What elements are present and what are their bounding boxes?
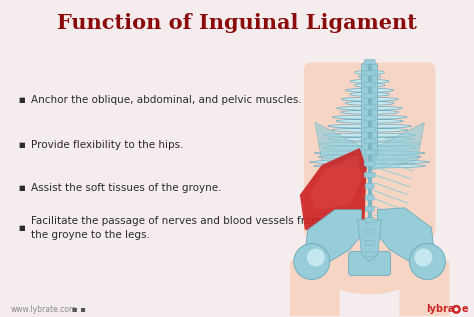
Polygon shape: [315, 122, 366, 170]
Polygon shape: [370, 115, 407, 123]
FancyBboxPatch shape: [365, 218, 374, 223]
Text: ▪ ▪: ▪ ▪: [73, 305, 86, 314]
Polygon shape: [373, 122, 424, 170]
Polygon shape: [358, 220, 382, 262]
FancyBboxPatch shape: [364, 172, 375, 178]
Circle shape: [452, 305, 461, 314]
FancyBboxPatch shape: [364, 150, 375, 155]
Text: ■: ■: [18, 142, 25, 148]
Text: www.lybrate.com: www.lybrate.com: [11, 305, 77, 314]
Polygon shape: [370, 88, 393, 96]
Text: Provide flexibility to the hips.: Provide flexibility to the hips.: [31, 140, 183, 150]
Circle shape: [414, 249, 432, 267]
Ellipse shape: [305, 205, 434, 294]
Circle shape: [307, 249, 325, 267]
FancyBboxPatch shape: [349, 252, 391, 275]
FancyBboxPatch shape: [364, 93, 375, 98]
FancyBboxPatch shape: [364, 161, 375, 166]
FancyBboxPatch shape: [364, 116, 375, 121]
Polygon shape: [370, 106, 402, 114]
Polygon shape: [370, 97, 398, 105]
Polygon shape: [346, 88, 370, 96]
FancyBboxPatch shape: [290, 260, 340, 317]
Polygon shape: [323, 133, 370, 141]
Polygon shape: [370, 151, 425, 159]
Polygon shape: [319, 142, 370, 150]
Text: Anchor the oblique, abdominal, and pelvic muscles.: Anchor the oblique, abdominal, and pelvi…: [31, 95, 301, 105]
Text: lybra: lybra: [426, 304, 455, 314]
Circle shape: [410, 244, 446, 280]
FancyBboxPatch shape: [364, 127, 375, 132]
Polygon shape: [370, 70, 384, 78]
FancyBboxPatch shape: [365, 229, 374, 234]
Text: Function of Inguinal Ligament: Function of Inguinal Ligament: [57, 13, 417, 33]
Polygon shape: [378, 208, 434, 264]
Text: ■: ■: [18, 97, 25, 103]
Polygon shape: [370, 79, 389, 87]
Polygon shape: [310, 160, 370, 168]
Polygon shape: [310, 155, 362, 210]
FancyBboxPatch shape: [304, 62, 436, 238]
FancyBboxPatch shape: [364, 105, 375, 110]
Polygon shape: [370, 142, 420, 150]
FancyBboxPatch shape: [364, 139, 375, 144]
Text: Facilitate the passage of nerves and blood vessels from
the groyne to the legs.: Facilitate the passage of nerves and blo…: [31, 216, 321, 240]
FancyBboxPatch shape: [364, 82, 375, 87]
Polygon shape: [341, 97, 370, 105]
Polygon shape: [300, 148, 366, 235]
Polygon shape: [337, 106, 370, 114]
FancyBboxPatch shape: [400, 260, 449, 317]
Polygon shape: [355, 70, 370, 78]
Polygon shape: [314, 151, 370, 159]
Polygon shape: [305, 210, 362, 264]
FancyBboxPatch shape: [362, 63, 378, 157]
Text: Assist the soft tissues of the groyne.: Assist the soft tissues of the groyne.: [31, 183, 221, 193]
Polygon shape: [350, 79, 370, 87]
FancyBboxPatch shape: [365, 206, 374, 211]
FancyBboxPatch shape: [365, 252, 374, 256]
Circle shape: [455, 307, 458, 311]
Text: ■: ■: [18, 225, 25, 231]
FancyBboxPatch shape: [364, 71, 375, 76]
FancyBboxPatch shape: [365, 240, 374, 245]
Polygon shape: [370, 124, 411, 132]
Polygon shape: [370, 133, 416, 141]
Text: e: e: [461, 304, 468, 314]
FancyBboxPatch shape: [365, 195, 374, 200]
Polygon shape: [370, 160, 429, 168]
Polygon shape: [332, 115, 370, 123]
FancyBboxPatch shape: [365, 184, 374, 189]
Circle shape: [294, 244, 330, 280]
FancyBboxPatch shape: [364, 59, 375, 64]
Polygon shape: [328, 124, 370, 132]
Text: ■: ■: [18, 185, 25, 191]
